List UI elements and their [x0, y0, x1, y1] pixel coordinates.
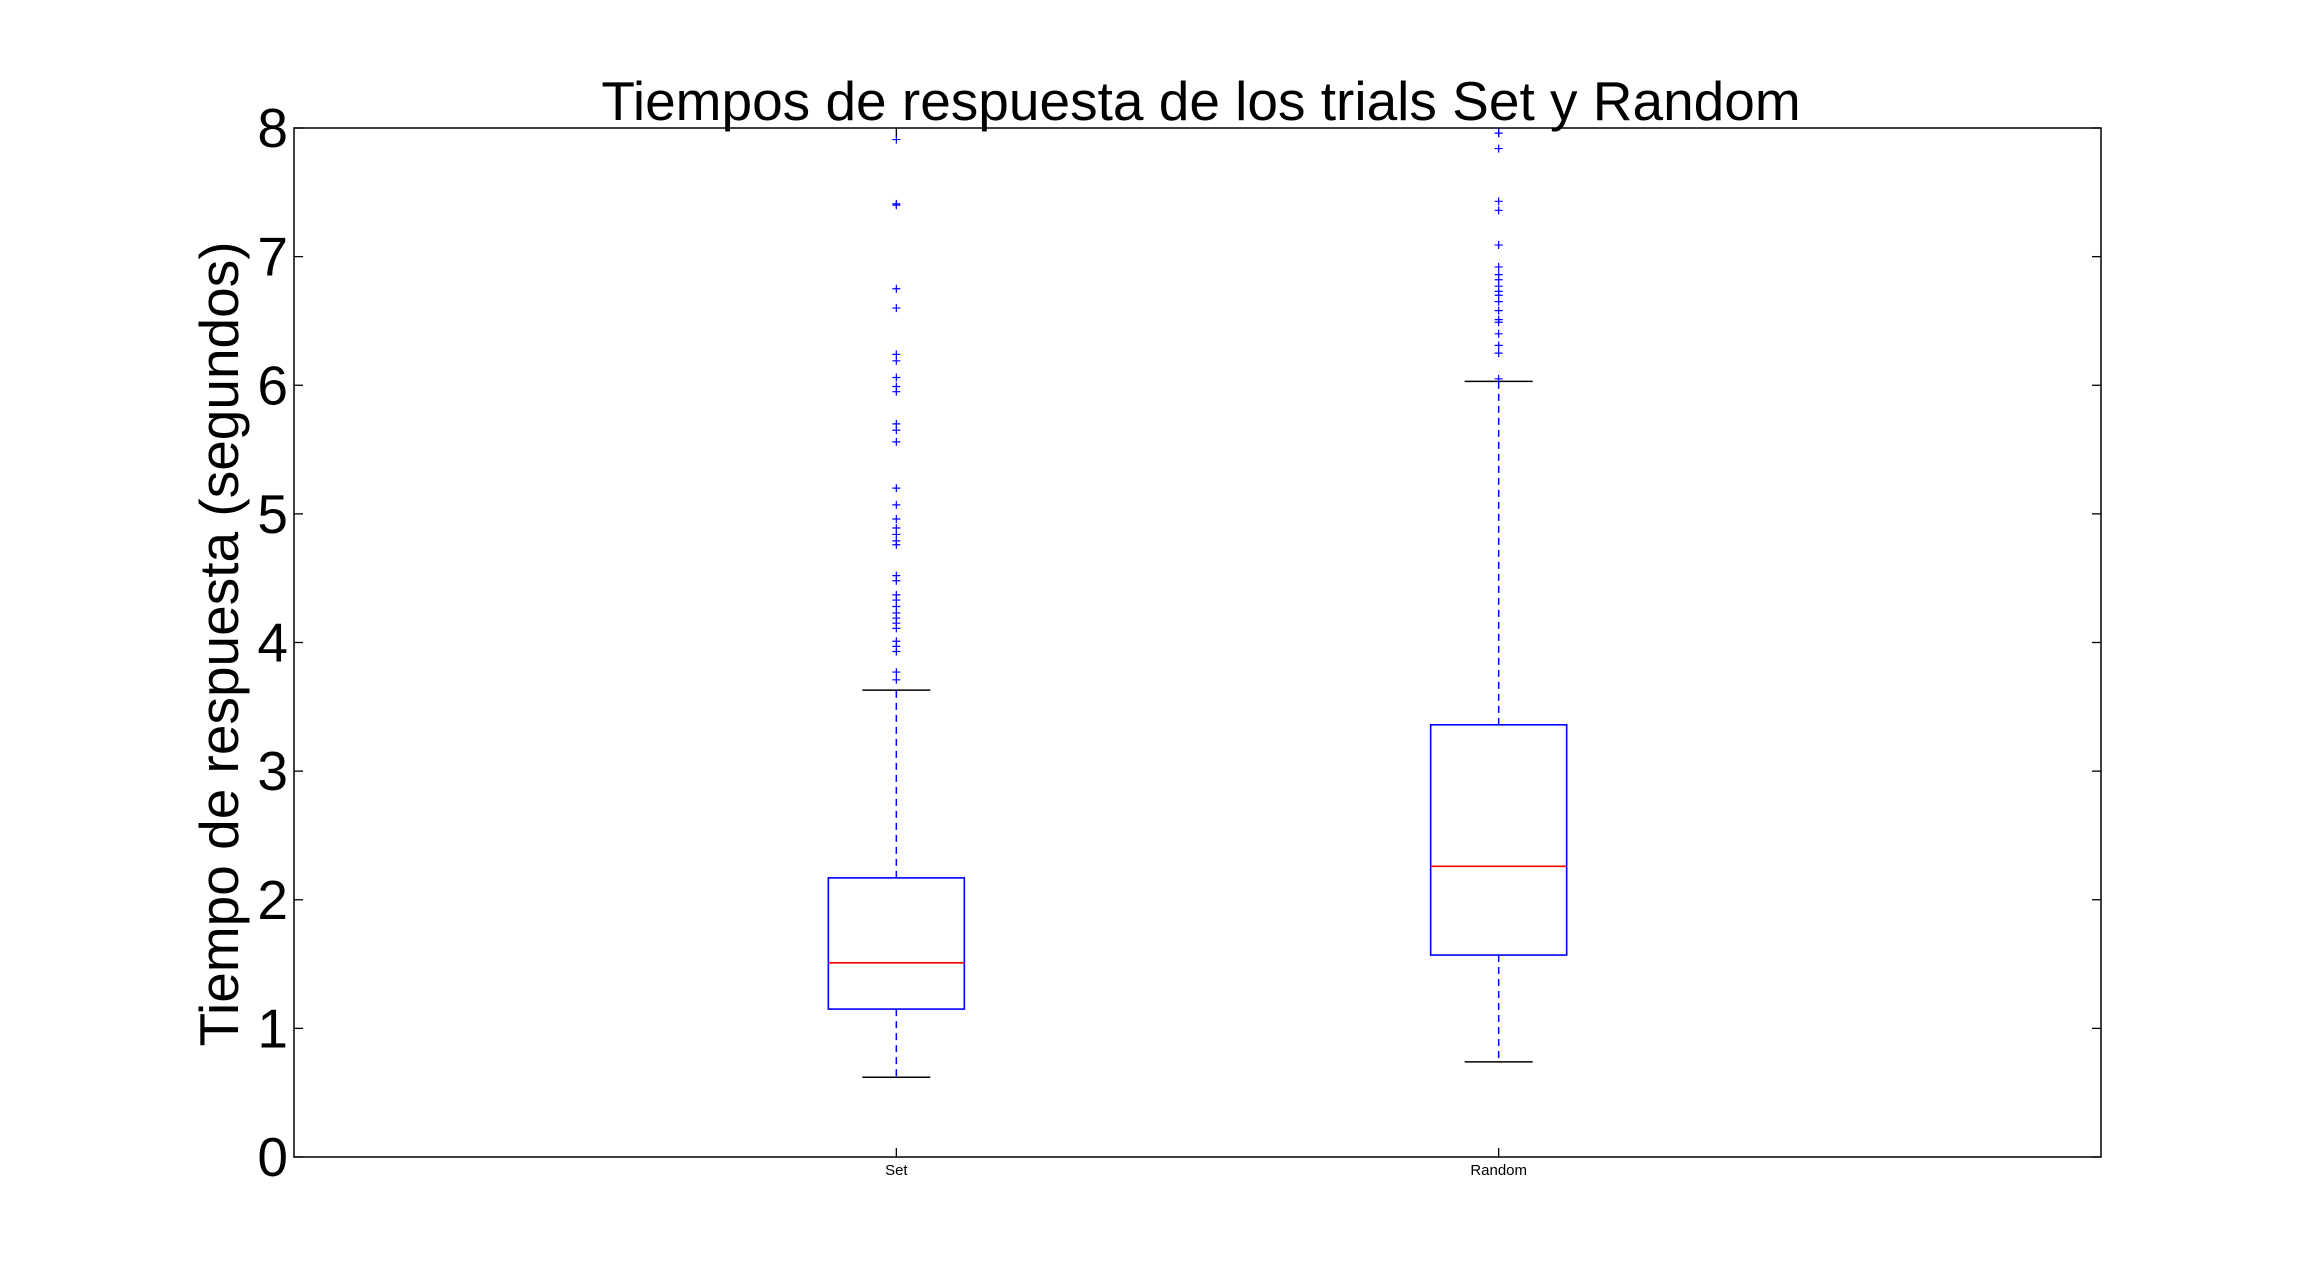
y-tick-label: 6: [257, 354, 288, 416]
outlier-point-random: [1494, 329, 1503, 338]
outlier-point-random: [1494, 349, 1503, 358]
outlier-point-set: [892, 350, 901, 359]
outlier-point-random: [1494, 315, 1503, 324]
chart-title: Tiempos de respuesta de los trials Set y…: [601, 70, 1800, 132]
x-tick-label-set: Set: [885, 1162, 908, 1179]
outlier-point-set: [892, 304, 901, 313]
outlier-point-random: [1494, 241, 1503, 250]
outlier-point-set: [892, 382, 901, 391]
outlier-point-set: [892, 515, 901, 524]
y-tick-label: 5: [257, 483, 288, 545]
outlier-point-set: [892, 590, 901, 599]
outlier-point-random: [1494, 197, 1503, 206]
outlier-point-set: [892, 500, 901, 509]
outlier-point-set: [892, 571, 901, 580]
outlier-point-set: [892, 524, 901, 533]
x-tick-label-random: Random: [1470, 1162, 1527, 1179]
y-axis-label: Tiempo de respuesta (segundos): [188, 241, 250, 1046]
outlier-point-random: [1494, 262, 1503, 271]
outlier-point-set: [892, 199, 901, 208]
plot-area: 0 1 2 3 4 5 6 7 8 Set Random: [257, 97, 2102, 1188]
y-tick-label: 8: [257, 97, 288, 159]
outlier-point-set: [892, 484, 901, 493]
outlier-point-set: [892, 419, 901, 428]
outlier-point-set: [892, 135, 901, 144]
box-set: [827, 877, 966, 1010]
y-tick-label: 4: [257, 612, 288, 674]
outlier-point-set: [892, 284, 901, 293]
outlier-point-random: [1494, 306, 1503, 315]
y-tick-label: 7: [257, 226, 288, 288]
outlier-point-random: [1494, 270, 1503, 279]
y-tick-label: 3: [257, 740, 288, 802]
outlier-point-set: [892, 373, 901, 382]
outlier-point-random: [1494, 129, 1503, 138]
outlier-point-set: [892, 675, 901, 684]
outlier-point-set: [892, 668, 901, 677]
outlier-point-set: [892, 637, 901, 646]
outlier-point-set: [892, 437, 901, 446]
outlier-point-random: [1494, 341, 1503, 350]
outlier-point-random: [1494, 144, 1503, 153]
outlier-point-random: [1494, 206, 1503, 215]
outlier-point-random: [1494, 374, 1503, 383]
y-tick-label: 0: [257, 1126, 288, 1188]
box-random: [1429, 724, 1568, 956]
y-tick-label: 2: [257, 869, 288, 931]
y-tick-label: 1: [257, 997, 288, 1059]
